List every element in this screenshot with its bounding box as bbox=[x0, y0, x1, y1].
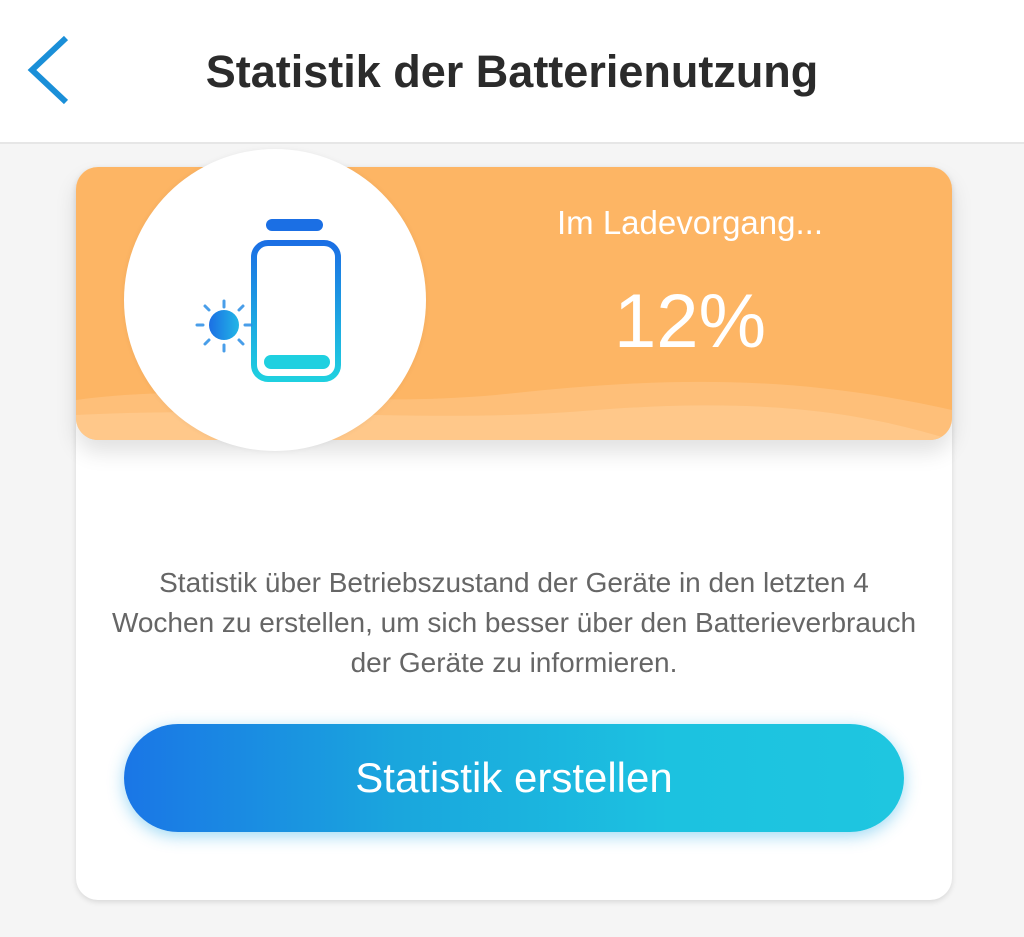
description-text: Statistik über Betriebszustand der Gerät… bbox=[111, 567, 917, 678]
battery-percent: 12% bbox=[613, 279, 767, 364]
chevron-left-icon bbox=[27, 35, 69, 105]
back-button[interactable] bbox=[22, 32, 82, 112]
charging-status: Im Ladevorgang... bbox=[557, 204, 823, 241]
create-statistics-button[interactable]: Statistik erstellen bbox=[124, 724, 904, 832]
header: Statistik der Batterienutzung bbox=[0, 0, 1024, 144]
page-title: Statistik der Batterienutzung bbox=[205, 46, 819, 97]
battery-icon-circle bbox=[124, 149, 426, 451]
battery-charging-icon bbox=[195, 219, 341, 382]
